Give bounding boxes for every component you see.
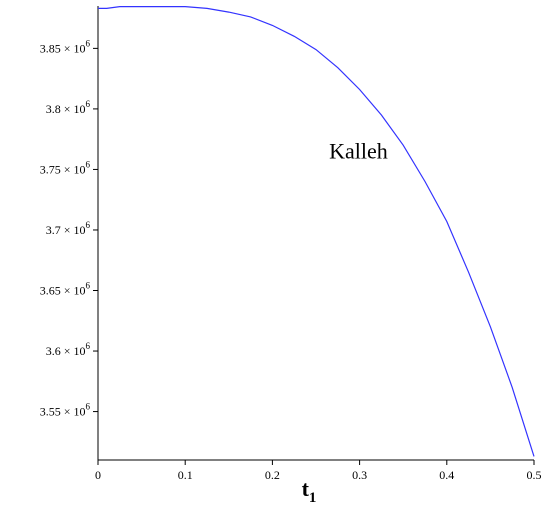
y-tick-label: 3.75 × 106 xyxy=(40,159,91,176)
x-tick-label: 0.1 xyxy=(178,468,193,482)
y-tick-label: 3.6 × 106 xyxy=(46,341,91,358)
axes xyxy=(97,6,534,461)
x-axis-title-subscript: 1 xyxy=(309,490,317,506)
y-tick-label: 3.8 × 106 xyxy=(46,99,91,116)
x-tick-label: 0.5 xyxy=(527,468,542,482)
tick-labels: 0 0.1 0.2 0.3 0.4 0.5 3.55 × 106 3.6 × 106 3.65 … xyxy=(40,38,542,482)
x-tick-label: 0.4 xyxy=(439,468,454,482)
x-tick-label: 0.2 xyxy=(265,468,280,482)
annotations: Kalleh xyxy=(329,139,388,164)
x-tick-label: 0.3 xyxy=(352,468,367,482)
y-tick-label: 3.65 × 106 xyxy=(40,281,91,298)
y-tick-label: 3.7 × 106 xyxy=(46,220,91,237)
series-line xyxy=(98,5,535,457)
y-tick-label: 3.85 × 106 xyxy=(40,38,91,55)
annotation-label: Kalleh xyxy=(329,139,388,164)
x-axis-title: t1 xyxy=(302,476,317,506)
x-tick-label: 0 xyxy=(95,468,101,482)
y-tick-label: 3.55 × 106 xyxy=(40,402,91,419)
tick-marks xyxy=(93,47,535,465)
series-group xyxy=(98,5,535,457)
